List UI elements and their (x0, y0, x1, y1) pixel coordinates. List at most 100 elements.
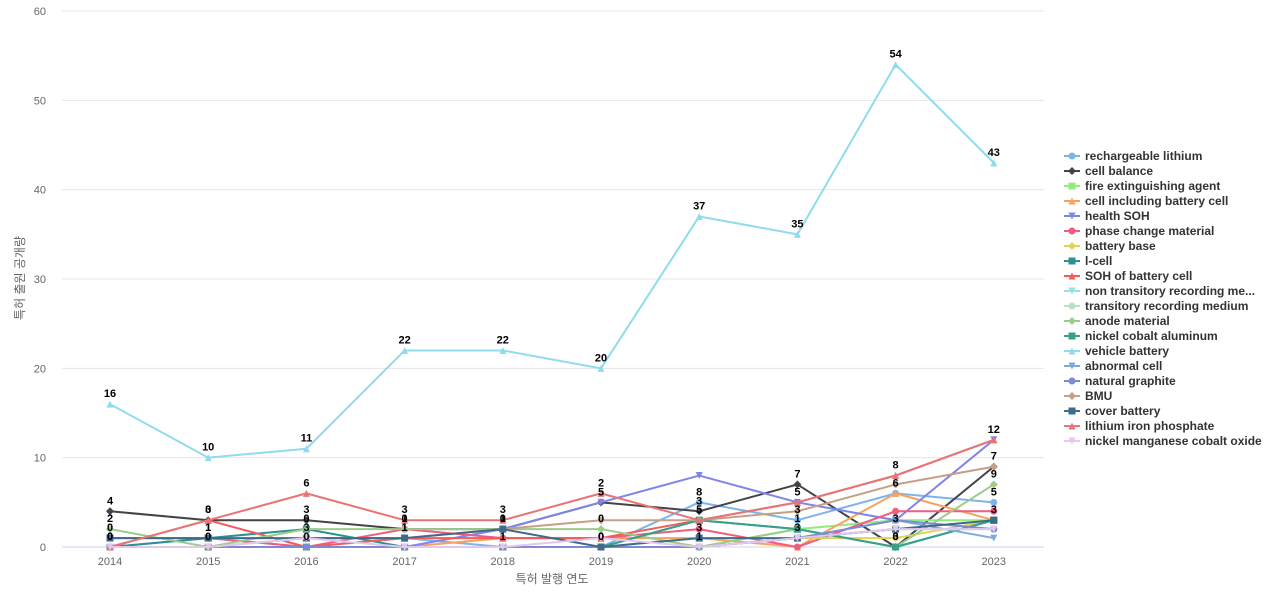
legend-item-transitory-recording-medium[interactable]: transitory recording medium (1064, 299, 1248, 313)
series-line-natural-graphite (109, 519, 995, 548)
data-point (695, 507, 704, 516)
legend-item-vehicle-battery[interactable]: vehicle battery (1064, 344, 1169, 358)
data-point (990, 525, 998, 533)
data-label: 16 (104, 388, 116, 400)
data-label: 0 (107, 522, 113, 534)
data-label: 1 (402, 513, 408, 525)
data-label: 3 (402, 504, 408, 516)
data-point (204, 516, 212, 524)
data-point (793, 543, 801, 551)
legend-item-abnormal-cell[interactable]: abnormal cell (1064, 359, 1162, 373)
data-point (597, 498, 605, 506)
legend-item-anode-material[interactable]: anode material (1064, 314, 1170, 328)
data-point (891, 480, 900, 489)
data-point (597, 516, 605, 525)
legend-label: fire extinguishing agent (1085, 179, 1220, 193)
legend-marker (1068, 317, 1076, 325)
data-label: 1 (500, 513, 506, 525)
data-label: 3 (303, 504, 309, 516)
legend-label: phase change material (1085, 224, 1214, 238)
legend-item-battery-base[interactable]: battery base (1064, 239, 1156, 253)
legend-item-nickel-manganese-cobalt-oxide[interactable]: nickel manganese cobalt oxide (1064, 434, 1262, 448)
data-point (597, 489, 605, 497)
data-point (892, 61, 900, 69)
data-label: 11 (301, 433, 313, 445)
x-tick-label: 2018 (491, 556, 515, 568)
data-point (793, 480, 802, 489)
data-label: 12 (988, 424, 1000, 436)
data-point (793, 516, 801, 524)
legend-item-non-transitory-recording-me[interactable]: non transitory recording me... (1064, 284, 1255, 298)
data-point (793, 525, 801, 533)
legend-item-cover-battery[interactable]: cover battery (1064, 404, 1161, 418)
data-point (989, 480, 998, 489)
legend-marker (1068, 347, 1076, 355)
legend-label: rechargeable lithium (1085, 149, 1202, 163)
legend-item-rechargeable-lithium[interactable]: rechargeable lithium (1064, 149, 1202, 163)
x-tick-label: 2017 (392, 556, 416, 568)
legend-label: abnormal cell (1085, 359, 1162, 373)
legend-item-cell-balance[interactable]: cell balance (1064, 164, 1153, 178)
data-label: 10 (202, 442, 214, 454)
data-point (302, 445, 310, 453)
x-axis-ticks: 2014 2015 2016 2017 2018 2019 2020 2021 2022 2023 (98, 556, 1006, 568)
legend-marker (1068, 332, 1076, 340)
legend-label: battery base (1085, 239, 1156, 253)
data-point (204, 543, 212, 551)
data-point (892, 516, 900, 524)
data-label: 1 (696, 531, 702, 543)
y-tick-label: 50 (34, 95, 46, 107)
legend-item-cell-including-battery-cell[interactable]: cell including battery cell (1064, 194, 1228, 208)
legend-label: anode material (1085, 314, 1170, 328)
legend-item-nickel-cobalt-aluminum[interactable]: nickel cobalt aluminum (1064, 329, 1218, 343)
data-point (597, 543, 605, 551)
data-label: 3 (794, 504, 800, 516)
data-point (990, 534, 998, 542)
data-point (302, 534, 310, 542)
series-lines (106, 61, 998, 551)
data-point (892, 507, 900, 515)
data-label: 7 (991, 451, 997, 463)
data-point (204, 534, 212, 542)
data-label: 0 (303, 513, 309, 525)
data-label: 0 (205, 504, 211, 516)
x-axis-title: 특허 발행 연도 (516, 571, 589, 586)
x-tick-label: 2020 (687, 556, 711, 568)
data-label: 3 (794, 522, 800, 534)
legend-item-fire-extinguishing-agent[interactable]: fire extinguishing agent (1064, 179, 1220, 193)
series-battery-base (106, 516, 998, 551)
legend-item-l-cell[interactable]: l-cell (1064, 254, 1112, 268)
data-point (106, 525, 114, 534)
data-point (990, 507, 998, 515)
legend-item-lithium-iron-phosphate[interactable]: lithium iron phosphate (1064, 419, 1215, 433)
legend-marker (1068, 152, 1076, 160)
data-label: 1 (794, 513, 800, 525)
series-natural-graphite (106, 516, 998, 551)
legend-item-health-soh[interactable]: health SOH (1064, 209, 1150, 223)
data-point (400, 525, 409, 534)
legend-marker (1068, 287, 1076, 295)
data-point (106, 543, 114, 551)
y-tick-label: 10 (34, 453, 46, 465)
legend-label: non transitory recording me... (1085, 284, 1255, 298)
legend-item-phase-change-material[interactable]: phase change material (1064, 224, 1214, 238)
data-point (401, 516, 409, 524)
data-label: 3 (991, 504, 997, 516)
legend-item-soh-of-battery-cell[interactable]: SOH of battery cell (1064, 269, 1192, 283)
data-label: 0 (500, 513, 506, 525)
legend-marker (1068, 182, 1076, 190)
data-point (695, 212, 703, 220)
data-label: 54 (889, 49, 902, 61)
data-point (695, 472, 703, 480)
legend-marker (1068, 392, 1076, 400)
legend-marker (1068, 227, 1076, 235)
data-label: 1 (402, 522, 408, 534)
legend-item-natural-graphite[interactable]: natural graphite (1064, 374, 1176, 388)
x-tick-label: 2021 (785, 556, 809, 568)
y-tick-label: 40 (34, 185, 46, 197)
legend-item-bmu[interactable]: BMU (1064, 389, 1112, 403)
data-label: 3 (303, 522, 309, 534)
series-line-nickel-manganese-cobalt-oxide (109, 528, 995, 548)
